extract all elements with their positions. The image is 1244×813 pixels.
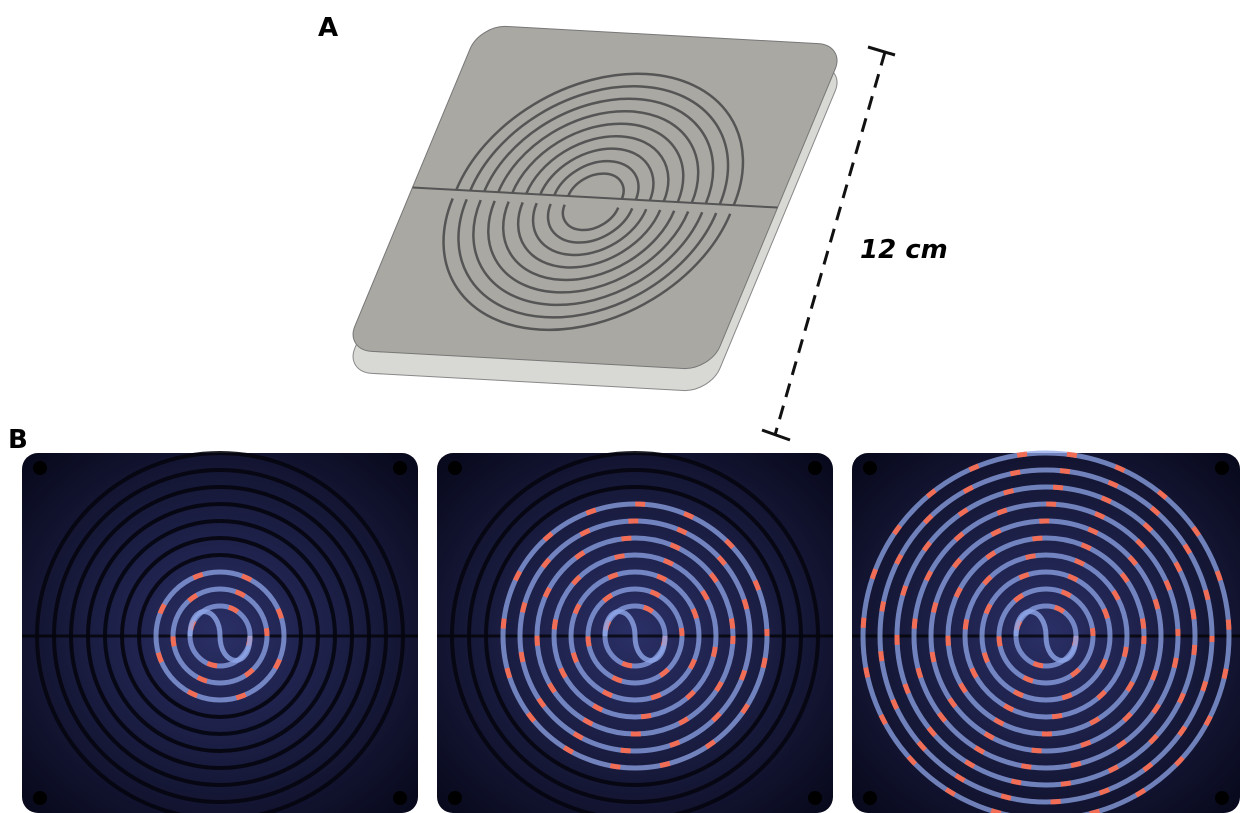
photo [22, 453, 418, 813]
photos [22, 453, 1240, 813]
screw-hole [863, 791, 877, 805]
photo [852, 453, 1240, 813]
screw-hole [863, 461, 877, 475]
screw-hole [393, 461, 407, 475]
page: A B 12 cm (() => { const data = JSON.par… [0, 0, 1244, 813]
dimension-label: 12 cm [860, 235, 948, 265]
photo [437, 453, 833, 813]
screw-hole [33, 461, 47, 475]
screw-hole [393, 791, 407, 805]
screw-hole [448, 791, 462, 805]
screw-hole [448, 461, 462, 475]
screw-hole [1215, 791, 1229, 805]
screw-hole [808, 791, 822, 805]
screw-hole [808, 461, 822, 475]
figure: A B 12 cm [0, 0, 1244, 813]
plate [345, 25, 845, 370]
panel-label: A [318, 13, 338, 43]
screw-hole [33, 791, 47, 805]
screw-hole [1215, 461, 1229, 475]
panel-label: B [8, 425, 28, 455]
